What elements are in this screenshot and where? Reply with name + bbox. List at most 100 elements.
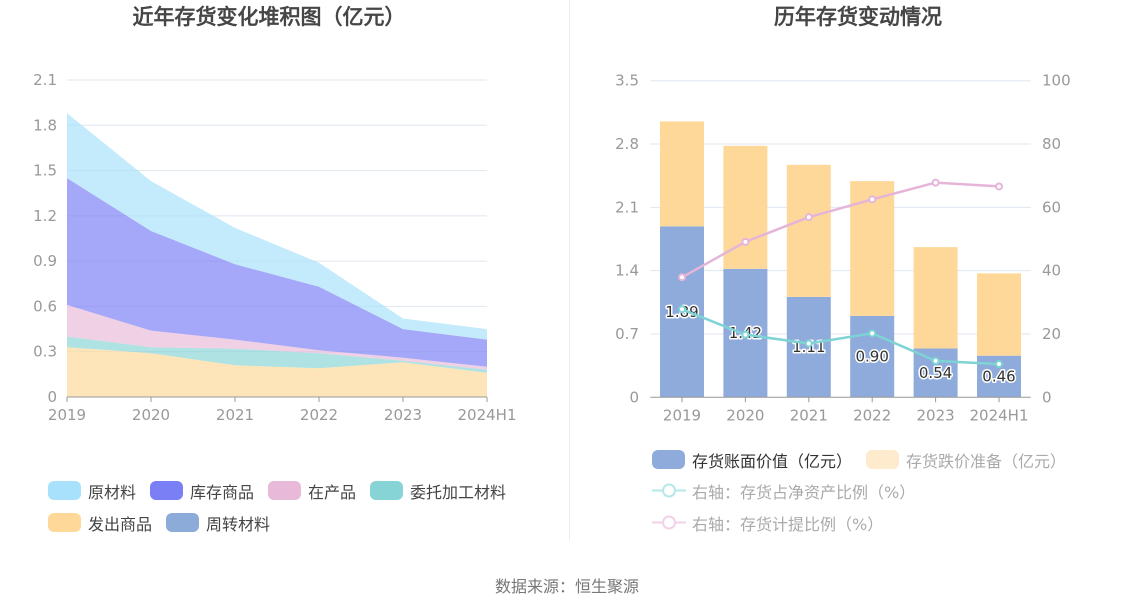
line-point — [931, 178, 940, 187]
x-tick-label: 2024H1 — [970, 406, 1029, 424]
legend-item-goods-shipped[interactable]: 发出商品 — [48, 513, 153, 534]
legend-item-finished-goods[interactable]: 库存商品 — [150, 481, 255, 502]
bar-impairment-provision — [723, 145, 768, 269]
x-tick-label: 2020 — [132, 406, 170, 424]
line-point — [868, 195, 877, 204]
bar-impairment-provision — [913, 247, 958, 349]
legend-item-consigned-processing[interactable]: 委托加工材料 — [370, 481, 507, 502]
y-tick-label: 2.1 — [33, 71, 57, 89]
bar-value-label: 0.54 — [919, 364, 952, 382]
bar-line-legend-row-3: 右轴：存货计提比例（%） — [652, 513, 884, 534]
area-series-4 — [67, 347, 487, 397]
legend-swatch-icon — [370, 481, 404, 500]
line-point — [995, 182, 1003, 191]
legend-swatch-icon — [48, 481, 81, 500]
bar-impairment-provision — [977, 273, 1021, 356]
legend-label: 原材料 — [88, 482, 137, 502]
line-point — [678, 273, 686, 282]
legend-label: 委托加工材料 — [410, 482, 507, 502]
x-tick-label: 2021 — [790, 406, 828, 424]
legend-label: 库存商品 — [190, 482, 255, 502]
chart-divider — [569, 0, 570, 540]
legend-item-inventory-to-net-assets[interactable]: 右轴：存货占净资产比例（%） — [652, 481, 916, 502]
legend-label: 发出商品 — [88, 514, 153, 534]
x-tick-label: 2019 — [663, 406, 701, 424]
y-tick-label: 1.2 — [33, 207, 57, 225]
y-tick-label: 0.9 — [33, 252, 57, 270]
bar-value-label: 0.46 — [982, 367, 1015, 385]
line-point — [678, 305, 686, 314]
stacked-chart-title: 近年存货变化堆积图（亿元） — [132, 5, 406, 29]
line-point — [804, 213, 813, 222]
legend-swatch-icon — [652, 450, 685, 469]
area-series-3 — [67, 336, 487, 373]
x-tick-label: 2019 — [48, 406, 86, 424]
line-provision-ratio — [681, 181, 1000, 279]
y-tick-label: 0.6 — [33, 297, 57, 315]
legend-item-impairment-provision[interactable]: 存货跌价准备（亿元） — [866, 450, 1067, 471]
legend-swatch-icon — [268, 481, 302, 500]
legend-swatch-icon — [48, 513, 81, 532]
right-y-tick-label: 60 — [1042, 198, 1061, 216]
line-point — [741, 330, 750, 339]
x-tick-label: 2024H1 — [458, 406, 517, 424]
legend-item-book-value[interactable]: 存货账面价值（亿元） — [652, 450, 853, 471]
legend-item-revolving-materials[interactable]: 周转材料 — [166, 513, 271, 534]
legend-swatch-icon — [150, 481, 184, 500]
legend-swatch-icon — [866, 450, 900, 469]
left-y-tick-label: 2.8 — [615, 135, 639, 153]
legend-item-work-in-progress[interactable]: 在产品 — [268, 481, 357, 502]
stacked-chart-legend-row-1: 原材料 库存商品 在产品 委托加工材料 — [48, 481, 507, 502]
legend-label: 右轴：存货占净资产比例（%） — [692, 482, 916, 502]
left-y-tick-label: 1.4 — [615, 262, 639, 280]
legend-label: 在产品 — [308, 482, 357, 502]
legend-label: 周转材料 — [206, 514, 271, 534]
legend-label: 右轴：存货计提比例（%） — [692, 514, 884, 534]
area-series-0 — [67, 113, 487, 340]
line-point — [868, 329, 877, 338]
left-y-tick-label: 3.5 — [615, 72, 639, 90]
bar-impairment-provision — [786, 164, 831, 297]
left-y-tick-label: 0 — [629, 388, 639, 406]
legend-label: 存货跌价准备（亿元） — [906, 451, 1067, 471]
right-y-tick-label: 100 — [1042, 72, 1071, 90]
x-tick-label: 2022 — [853, 406, 891, 424]
area-series-2 — [67, 304, 487, 370]
legend-line-circle-icon — [652, 483, 686, 498]
right-y-tick-label: 0 — [1042, 388, 1052, 406]
right-y-tick-label: 80 — [1042, 135, 1061, 153]
legend-swatch-icon — [166, 513, 200, 532]
y-tick-label: 1.5 — [33, 162, 57, 180]
x-tick-label: 2022 — [300, 406, 338, 424]
x-tick-label: 2023 — [917, 406, 955, 424]
legend-circle — [662, 483, 676, 498]
x-tick-label: 2021 — [216, 406, 254, 424]
left-y-tick-label: 0.7 — [615, 325, 639, 343]
left-y-tick-label: 2.1 — [615, 198, 639, 216]
legend-item-provision-ratio[interactable]: 右轴：存货计提比例（%） — [652, 513, 884, 534]
line-point — [931, 356, 940, 365]
bar-line-chart: 0 0.7 1.4 2.1 2.8 3.5 0 20 40 60 80 100 2019 2020 2021… — [615, 72, 1071, 425]
area-series-1 — [67, 178, 487, 367]
line-inventory-to-net-assets — [681, 308, 1000, 366]
bar-line-chart-title: 历年存货变动情况 — [774, 5, 942, 29]
legend-item-raw-materials[interactable]: 原材料 — [48, 481, 137, 502]
stacked-area-chart: 0 0.3 0.6 0.9 1.2 1.5 1.8 2.1 2019 2020 2021 2022 20… — [33, 71, 516, 424]
data-source-footer: 数据来源：恒生聚源 — [494, 577, 639, 596]
bar-value-label: 0.90 — [855, 348, 888, 366]
line-point — [804, 339, 813, 348]
y-tick-label: 0.3 — [33, 343, 57, 361]
right-y-tick-label: 40 — [1042, 262, 1061, 280]
right-y-tick-label: 20 — [1042, 325, 1061, 343]
legend-line-circle-icon — [652, 515, 686, 530]
stacked-chart-legend-row-2: 发出商品 周转材料 — [48, 513, 271, 534]
x-tick-label: 2020 — [726, 406, 764, 424]
y-tick-label: 1.8 — [33, 116, 57, 134]
bar-impairment-provision — [660, 121, 704, 227]
line-point — [741, 237, 750, 246]
line-point — [995, 360, 1003, 369]
bar-line-legend-row-1: 存货账面价值（亿元） 存货跌价准备（亿元） — [652, 450, 1067, 471]
charts-canvas: 0 0.3 0.6 0.9 1.2 1.5 1.8 2.1 2019 2020 2021 2022 20… — [33, 71, 1071, 425]
y-tick-label: 0 — [47, 388, 57, 406]
legend-label: 存货账面价值（亿元） — [692, 451, 853, 471]
